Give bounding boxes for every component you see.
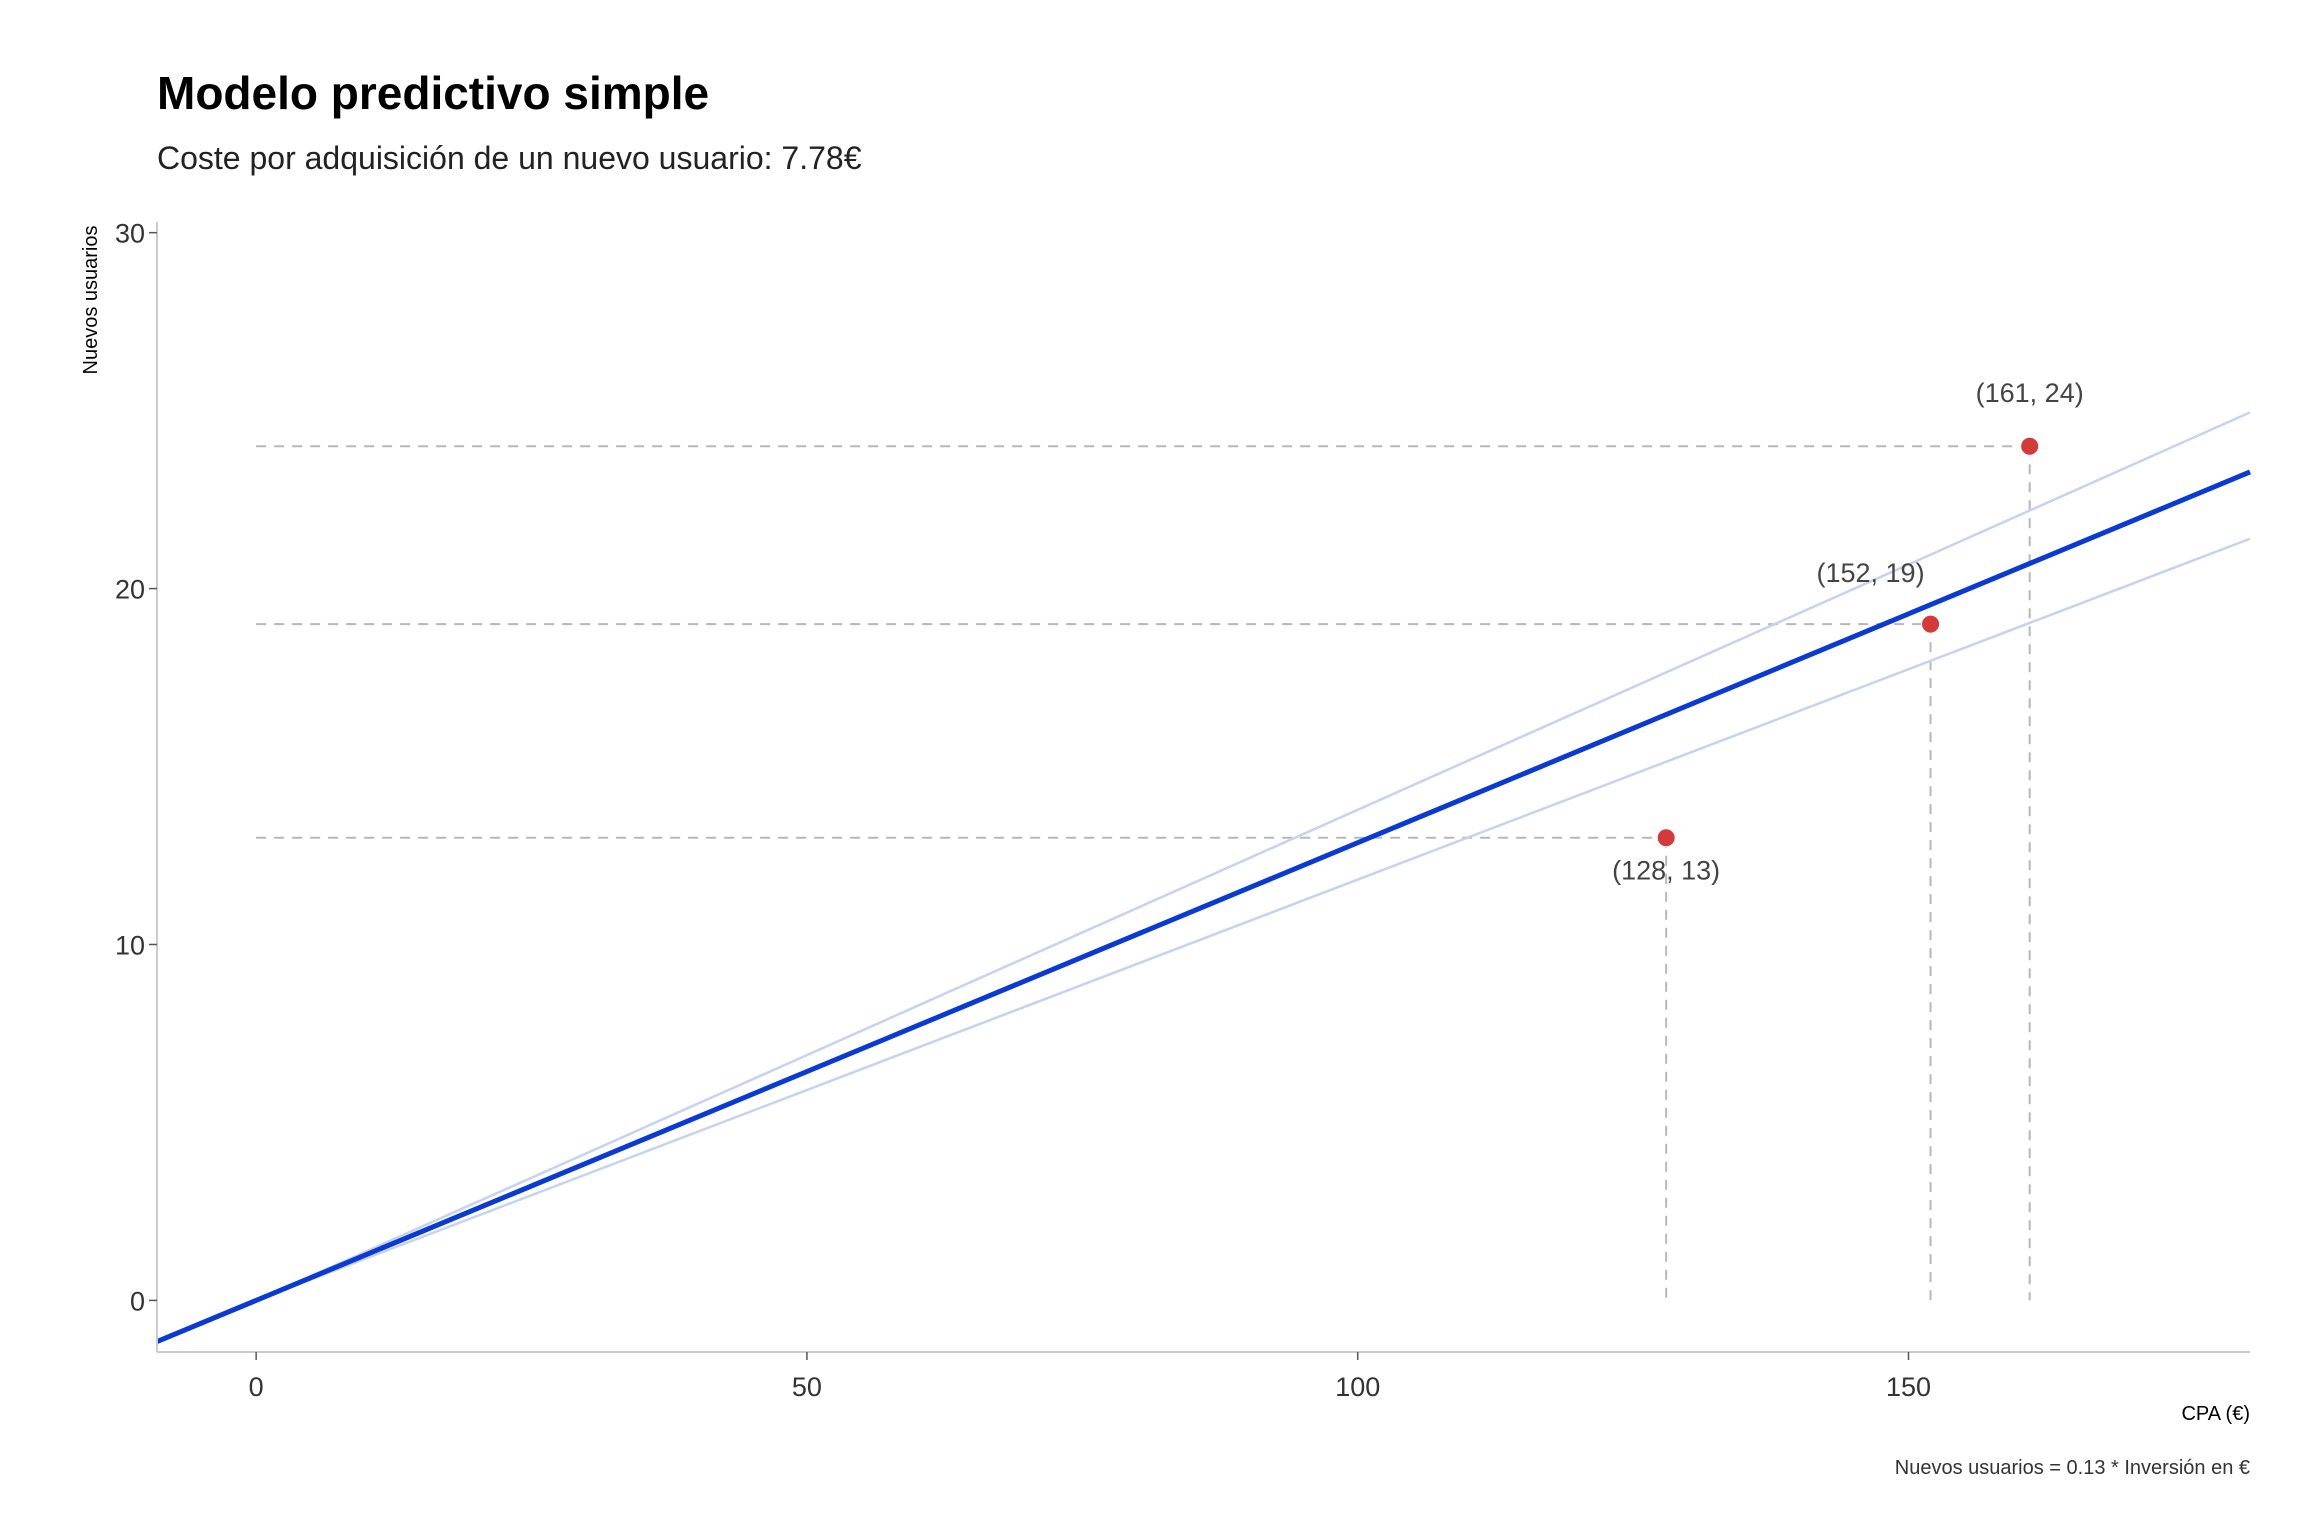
point-label: (152, 19) — [1817, 558, 1925, 588]
confidence-band-layer — [255, 411, 2251, 1302]
y-axis-title: Nuevos usuarios — [80, 226, 102, 375]
upper-band-line — [255, 411, 2251, 1302]
chart-title: Modelo predictivo simple — [157, 67, 710, 119]
regression-line — [156, 469, 2251, 1344]
x-tick-label: 0 — [249, 1372, 264, 1402]
data-point — [1921, 614, 1941, 634]
lower-band-line — [255, 537, 2251, 1302]
fit-line-layer — [156, 469, 2251, 1344]
x-axis-title: CPA (€) — [2181, 1403, 2250, 1425]
labels-layer: Nuevos usuarios CPA (€) Nuevos usuarios … — [80, 226, 2250, 1479]
chart-subtitle: Coste por adquisición de un nuevo usuari… — [157, 140, 862, 176]
axes-layer: 0 50 100 150 0 10 20 30 — [115, 219, 2250, 1402]
data-point — [2020, 436, 2040, 456]
y-tick-label: 30 — [115, 219, 145, 249]
y-tick-label: 20 — [115, 575, 145, 605]
x-tick-label: 150 — [1886, 1372, 1931, 1402]
data-point — [1656, 828, 1676, 848]
y-tick-label: 0 — [130, 1286, 145, 1316]
x-tick-label: 100 — [1335, 1372, 1380, 1402]
y-tick-label: 10 — [115, 930, 145, 960]
guide-lines-layer — [256, 445, 2031, 1301]
point-label: (161, 24) — [1976, 378, 2084, 408]
point-label: (128, 13) — [1612, 856, 1720, 886]
chart-caption: Nuevos usuarios = 0.13 * Inversión en € — [1895, 1457, 2250, 1479]
points-layer — [1656, 436, 2040, 848]
x-tick-label: 50 — [792, 1372, 822, 1402]
